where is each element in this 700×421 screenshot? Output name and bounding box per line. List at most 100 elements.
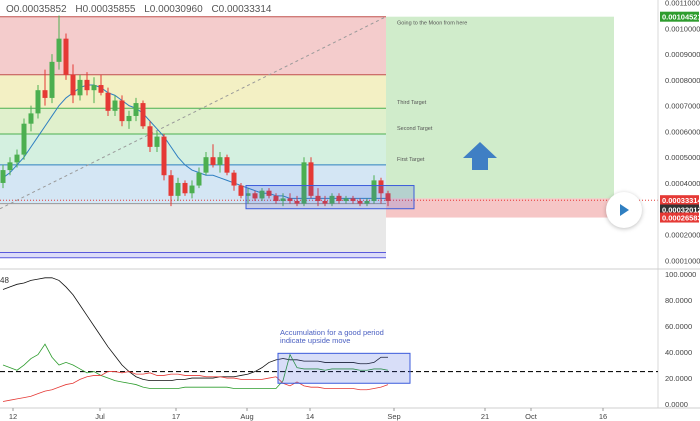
time-tick-label: 14 xyxy=(306,412,314,421)
candle-body xyxy=(77,79,83,96)
candle-body xyxy=(280,198,286,201)
target-label: First Target xyxy=(397,157,425,163)
target-label: Going to the Moon from here xyxy=(397,21,467,27)
candle-body xyxy=(42,90,48,98)
target-label: Third Target xyxy=(397,100,427,106)
candle-body xyxy=(7,162,13,171)
fib-band xyxy=(0,164,386,204)
candle-body xyxy=(154,136,160,147)
fib-band xyxy=(0,203,386,253)
candle-body xyxy=(189,185,195,194)
indicator-tick-label: 0.0000 xyxy=(665,400,688,409)
time-axis[interactable]: 12 Jul 17 Aug 14 Sep 21 Oct 16 xyxy=(0,407,700,421)
price-tag-label: 0.00026583 xyxy=(662,214,700,223)
candle-body xyxy=(21,123,27,155)
indicator-axis[interactable]: 100.0000 80.0000 60.0000 40.0000 20.0000 0.00… xyxy=(665,270,696,409)
candle-body xyxy=(224,157,230,173)
up-arrow-icon[interactable] xyxy=(463,142,497,170)
candle-body xyxy=(196,172,202,186)
candle-body xyxy=(182,182,188,194)
candle-body xyxy=(364,201,370,204)
candle-body xyxy=(49,61,55,98)
candle-body xyxy=(210,157,216,165)
candle-body xyxy=(91,85,97,91)
accumulation-rect-indicator xyxy=(277,352,411,384)
play-icon xyxy=(620,204,629,216)
time-tick-label: 12 xyxy=(9,412,17,421)
candle-body xyxy=(385,193,391,201)
accumulation-rectangle[interactable] xyxy=(245,185,415,210)
play-button[interactable] xyxy=(606,192,642,228)
target-label: Second Target xyxy=(397,126,433,132)
time-tick-label: Aug xyxy=(240,412,253,421)
long-position-box[interactable] xyxy=(386,16,614,218)
time-tick-label: 21 xyxy=(481,412,489,421)
indicator-label: 48 xyxy=(0,276,9,285)
position-profit-zone xyxy=(386,16,614,199)
candle-body xyxy=(84,79,90,91)
price-tag-box xyxy=(660,195,699,206)
candle-body xyxy=(336,195,342,201)
candle-body xyxy=(371,180,377,201)
candle-body xyxy=(245,193,251,196)
ohlc-readout: O0.00035852 H0.00035855 L0.00030960 C0.0… xyxy=(6,4,278,15)
candle-body xyxy=(14,154,20,163)
candle-body xyxy=(105,92,111,111)
price-tag-box xyxy=(660,204,699,215)
indicator-tick-label: 100.0000 xyxy=(665,270,696,279)
indicator-tick-label: 20.0000 xyxy=(665,374,692,383)
candle-body xyxy=(273,195,279,201)
indicator-tick-label: 80.0000 xyxy=(665,296,692,305)
time-tick-label: 16 xyxy=(599,412,607,421)
candle-body xyxy=(252,193,258,199)
candle-body xyxy=(231,172,237,186)
indicator-tick-label: 60.0000 xyxy=(665,322,692,331)
candle-body xyxy=(70,74,76,96)
candle-body xyxy=(266,190,272,196)
candle-body xyxy=(119,100,125,122)
time-tick-label: 17 xyxy=(172,412,180,421)
candle-body xyxy=(63,38,69,75)
low-value: L0.00030960 xyxy=(144,4,203,15)
candle-body xyxy=(35,90,41,114)
time-tick-label: Sep xyxy=(387,412,400,421)
position-stop-zone xyxy=(386,198,614,218)
open-value: O0.00035852 xyxy=(6,4,67,15)
candle-body xyxy=(175,182,181,196)
price-tag-box xyxy=(660,212,699,223)
fib-band xyxy=(0,108,386,134)
candle-body xyxy=(301,162,307,204)
moving-average-line xyxy=(2,84,388,199)
fib-band xyxy=(0,74,386,109)
indicator-series-line xyxy=(2,277,388,382)
fib-band xyxy=(0,252,386,258)
candle-body xyxy=(378,180,384,194)
target-labels: Going to the Moon from here Third Target S… xyxy=(397,21,467,163)
candle-body xyxy=(350,198,356,201)
candle-body xyxy=(238,185,244,196)
annotation-text: indicate upside move xyxy=(280,336,350,345)
accumulation-rect xyxy=(245,185,415,210)
candle-body xyxy=(56,38,62,62)
up-arrow-shape xyxy=(463,142,497,170)
candle-body xyxy=(259,190,265,199)
ma-path xyxy=(2,84,388,199)
candle-body xyxy=(0,170,6,183)
close-value: C0.00033314 xyxy=(211,4,272,15)
candle-body xyxy=(126,115,132,122)
candle-body xyxy=(140,103,146,127)
candle-body xyxy=(294,201,300,204)
candle-body xyxy=(217,157,223,165)
annotation-text: Accumulation for a good period xyxy=(280,328,384,337)
